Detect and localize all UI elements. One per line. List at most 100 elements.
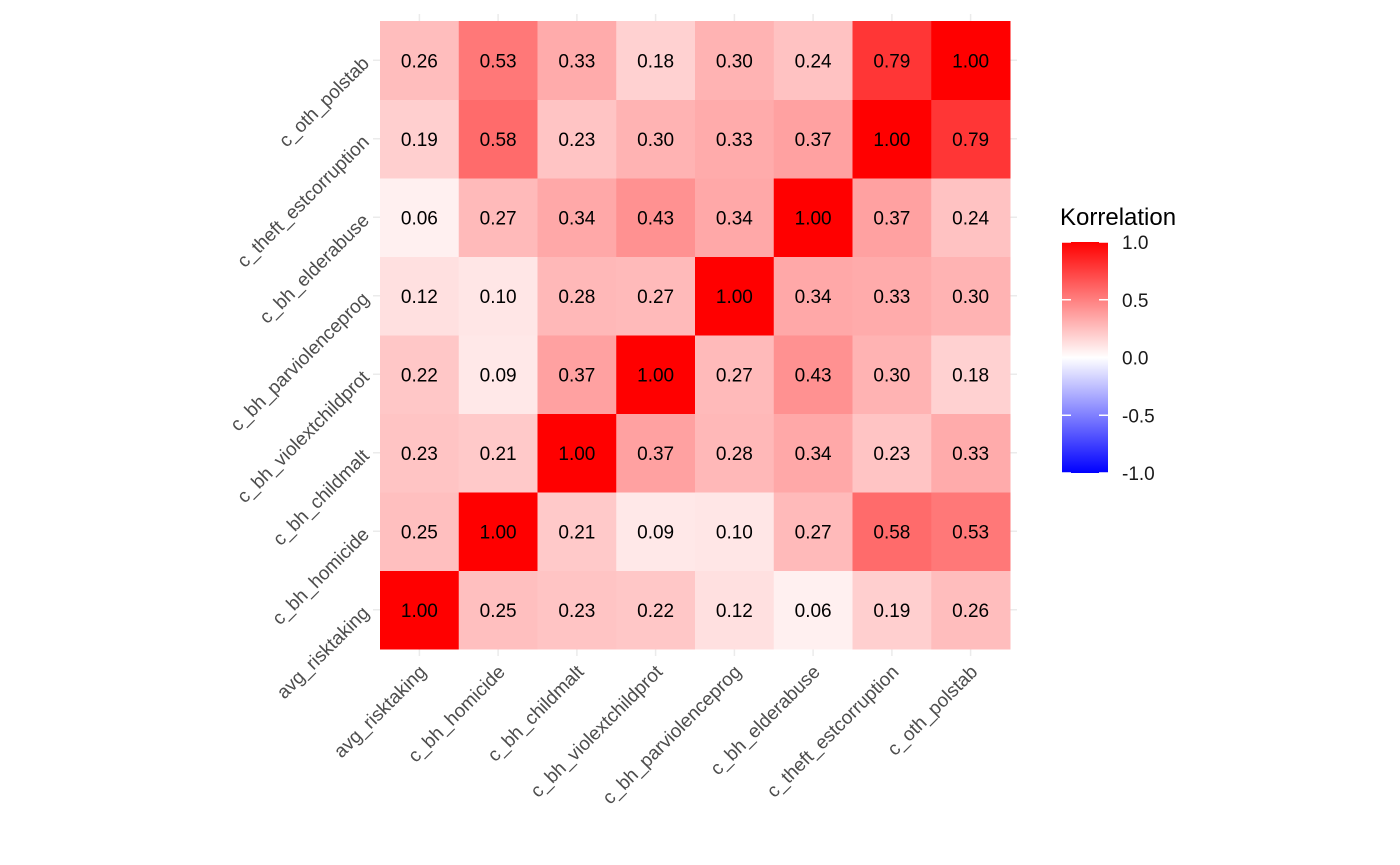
cell-value-label: 0.10 (716, 522, 753, 543)
cell-value-label: 1.00 (795, 208, 832, 229)
heatmap-cell (695, 99, 775, 179)
cell-value-label: 0.33 (952, 444, 989, 465)
cell-value-label: 0.34 (795, 444, 832, 465)
cell-value-label: 0.27 (716, 365, 753, 386)
legend-title: Korrelation (1060, 204, 1176, 231)
heatmap-cell (931, 178, 1011, 257)
cell-value-label: 0.09 (480, 365, 517, 386)
cell-value-label: 1.00 (558, 444, 595, 465)
cell-value-label: 0.30 (716, 51, 753, 72)
cell-value-label: 0.28 (558, 287, 595, 308)
heatmap-cell (852, 21, 932, 100)
cell-value-label: 0.33 (558, 51, 595, 72)
heatmap-cell (931, 335, 1011, 414)
cell-value-label: 0.24 (952, 208, 989, 229)
heatmap-cell (931, 99, 1011, 179)
heatmap-cell (773, 99, 853, 179)
cell-value-label: 0.23 (558, 601, 595, 622)
cell-value-label: 0.06 (795, 601, 832, 622)
cell-value-label: 0.12 (716, 601, 753, 622)
heatmap-cell (616, 21, 696, 100)
legend-tick-label: 0.0 (1122, 349, 1148, 370)
heatmap-cell (695, 335, 775, 414)
heatmap-cell (380, 492, 460, 571)
cell-value-label: 0.37 (637, 444, 674, 465)
heatmap-cell (616, 570, 696, 650)
legend-tick-label: -1.0 (1122, 464, 1155, 485)
y-axis-label: c_bh_parviolenceprog (227, 289, 374, 436)
heatmap-cell (931, 492, 1011, 571)
y-axis-label: c_theft_estcorruption (233, 132, 373, 272)
y-axis-labels: avg_risktakingc_bh_homicidec_bh_childmal… (227, 53, 375, 703)
cell-value-label: 0.53 (480, 51, 517, 72)
heatmap-cell (773, 335, 853, 414)
x-axis-labels: avg_risktakingc_bh_homicidec_bh_childmal… (330, 661, 982, 809)
cell-value-label: 0.06 (401, 208, 438, 229)
cell-value-label: 0.27 (795, 522, 832, 543)
cell-value-label: 1.00 (952, 51, 989, 72)
cell-value-label: 0.19 (401, 130, 438, 151)
cell-value-label: 0.23 (401, 444, 438, 465)
cell-value-label: 0.23 (558, 130, 595, 151)
cell-value-label: 1.00 (401, 601, 438, 622)
legend-tick-label: -0.5 (1122, 406, 1155, 427)
heatmap-cell (616, 335, 696, 414)
heatmap-cell (458, 99, 538, 179)
heatmap-cell (773, 570, 853, 650)
cell-value-label: 0.79 (952, 130, 989, 151)
x-axis-label: c_theft_estcorruption (763, 662, 903, 802)
heatmap-cell (695, 492, 775, 571)
cell-value-label: 0.23 (873, 444, 910, 465)
heatmap-cell (458, 335, 538, 414)
cell-value-label: 0.19 (873, 601, 910, 622)
cell-value-label: 0.30 (637, 130, 674, 151)
heatmap-cell (380, 256, 460, 336)
heatmap-cells (380, 21, 1011, 650)
legend-ticks: 1.0 0.5 0.0 -0.5 -1.0 (1062, 233, 1155, 485)
cell-value-label: 0.25 (401, 522, 438, 543)
legend-tick-label: 0.5 (1122, 291, 1148, 312)
cell-value-label: 0.24 (795, 51, 832, 72)
heatmap-cell (537, 492, 617, 571)
heatmap-cell (380, 335, 460, 414)
heatmap-cell (773, 178, 853, 257)
heatmap-cell (380, 570, 460, 650)
heatmap-cell (616, 99, 696, 179)
heatmap-cell (695, 570, 775, 650)
cell-value-labels: 1.00 0.25 0.23 0.22 0.12 0.06 0.19 0.26 0.25 1.00… (401, 51, 990, 622)
cell-value-label: 0.30 (873, 365, 910, 386)
cell-value-label: 0.37 (795, 130, 832, 151)
heatmap-cell (695, 413, 775, 493)
cell-value-label: 1.00 (637, 365, 674, 386)
heatmap-cell (695, 21, 775, 100)
heatmap-cell (852, 492, 932, 571)
heatmap-cell (852, 256, 932, 336)
legend-tick-label: 1.0 (1122, 233, 1148, 254)
cell-value-label: 0.28 (716, 444, 753, 465)
heatmap-cell (773, 492, 853, 571)
cell-value-label: 0.18 (637, 51, 674, 72)
cell-value-label: 0.25 (480, 601, 517, 622)
y-axis-label: c_bh_violextchildprot (233, 367, 374, 508)
cell-value-label: 0.58 (873, 522, 910, 543)
heatmap-cell (380, 178, 460, 257)
heatmap-cell (537, 178, 617, 257)
cell-value-label: 0.43 (637, 208, 674, 229)
cell-value-label: 0.37 (873, 208, 910, 229)
cell-value-label: 0.21 (558, 522, 595, 543)
heatmap-cell (380, 413, 460, 493)
heatmap-cell (537, 256, 617, 336)
heatmap-cell (458, 256, 538, 336)
heatmap-cell (616, 413, 696, 493)
heatmap-cell (537, 21, 617, 100)
cell-value-label: 0.22 (401, 365, 438, 386)
cell-value-label: 0.37 (558, 365, 595, 386)
cell-value-label: 0.21 (480, 444, 517, 465)
heatmap-cell (931, 21, 1011, 100)
heatmap-cell (458, 570, 538, 650)
x-axis-label: c_bh_violextchildprot (527, 661, 668, 802)
cell-value-label: 0.43 (795, 365, 832, 386)
cell-value-label: 0.58 (480, 130, 517, 151)
cell-value-label: 0.33 (873, 287, 910, 308)
